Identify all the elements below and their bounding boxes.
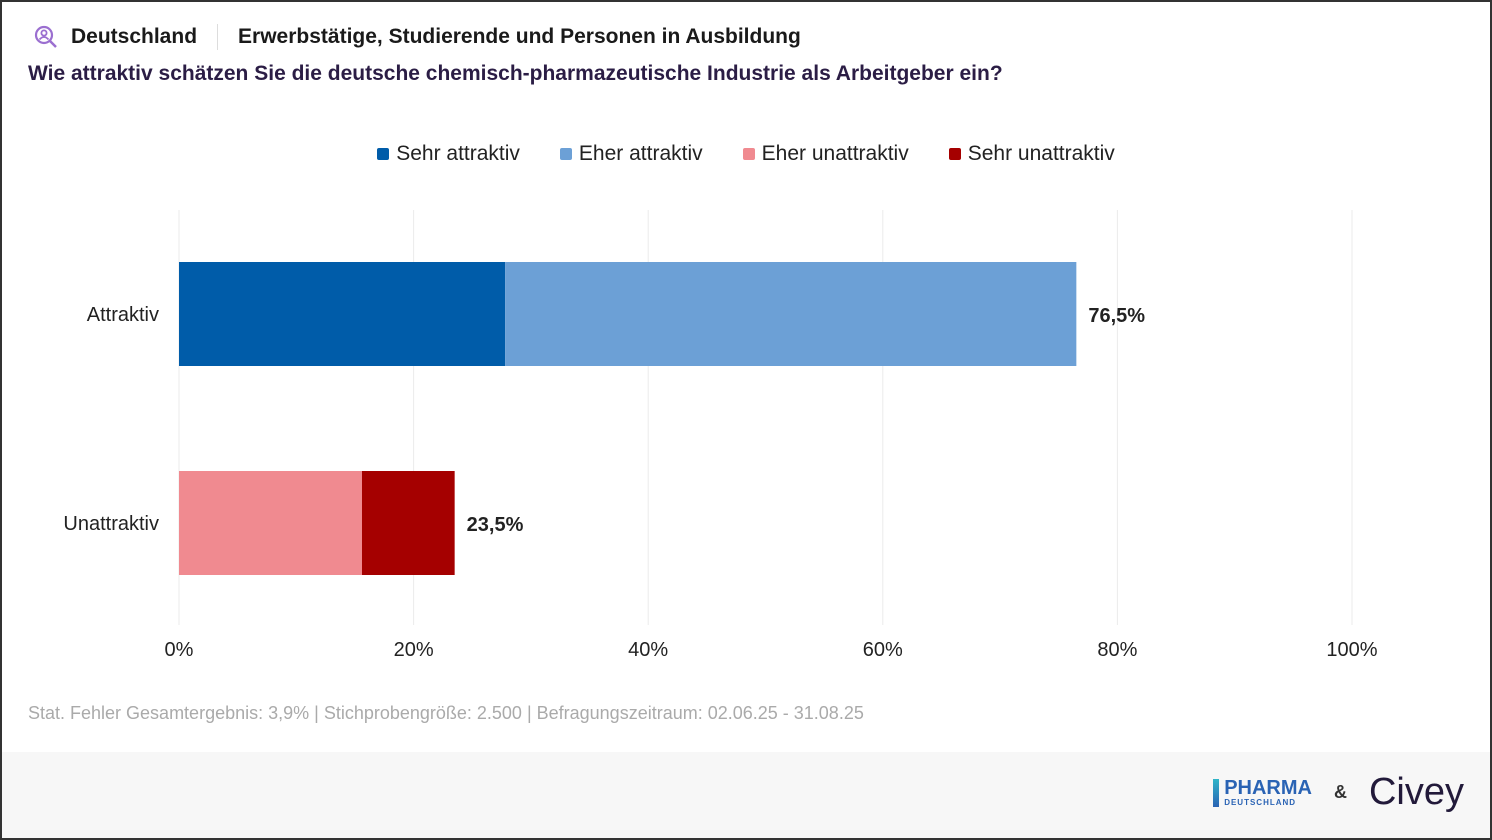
region: Deutschland [71, 25, 198, 48]
chart: 0% 20% 40% 60% 80% 100% Attraktiv 76,5% Unattrak… [63, 210, 1378, 661]
legend-label: Eher attraktiv [578, 142, 703, 165]
x-tick-label: 100% [1326, 639, 1377, 661]
footnote: Stat. Fehler Gesamtergebnis: 3,9% | Stic… [28, 703, 864, 723]
x-tick-label: 0% [165, 639, 194, 661]
legend-label: Eher unattraktiv [761, 142, 909, 165]
category-label: Attraktiv [87, 304, 159, 326]
category-label: Unattraktiv [63, 513, 159, 535]
legend-swatch [948, 148, 961, 160]
logos: PHARMA DEUTSCHLAND & Civey [1213, 771, 1464, 814]
legend: Sehr attraktiv Eher attraktiv Eher unattra… [0, 142, 1492, 166]
pharma-deutschland-logo: PHARMA DEUTSCHLAND [1213, 778, 1312, 807]
legend-swatch [559, 148, 572, 160]
divider [217, 24, 219, 50]
ampersand: & [1333, 782, 1347, 802]
search-person-icon [34, 25, 57, 48]
question: Wie attraktiv schätzen Sie die deutsche … [28, 62, 1003, 85]
legend-item[interactable]: Sehr unattraktiv [948, 142, 1115, 166]
bar-segment [505, 262, 1077, 366]
x-tick-label: 80% [1097, 639, 1137, 661]
legend-item[interactable]: Eher attraktiv [559, 142, 703, 166]
legend-swatch [377, 148, 390, 160]
x-tick-label: 40% [628, 639, 668, 661]
legend-label: Sehr attraktiv [396, 142, 520, 165]
legend-label: Sehr unattraktiv [967, 142, 1115, 165]
header: Deutschland Erwerbstätige, Studierende u… [33, 24, 801, 50]
legend-item[interactable]: Eher unattraktiv [742, 142, 909, 166]
total-label: 23,5% [467, 514, 524, 536]
bar-segment [179, 471, 362, 575]
footer-band: PHARMA DEUTSCHLAND & Civey [2, 752, 1490, 838]
legend-swatch [742, 148, 755, 160]
civey-logo: Civey [1368, 771, 1464, 813]
x-tick-label: 20% [394, 639, 434, 661]
legend-item[interactable]: Sehr attraktiv [377, 142, 520, 166]
population: Erwerbstätige, Studierende und Personen … [238, 25, 801, 48]
x-tick-label: 60% [863, 639, 903, 661]
total-label: 76,5% [1088, 305, 1145, 327]
bar-segment [361, 471, 455, 575]
bar-segment [179, 262, 506, 366]
